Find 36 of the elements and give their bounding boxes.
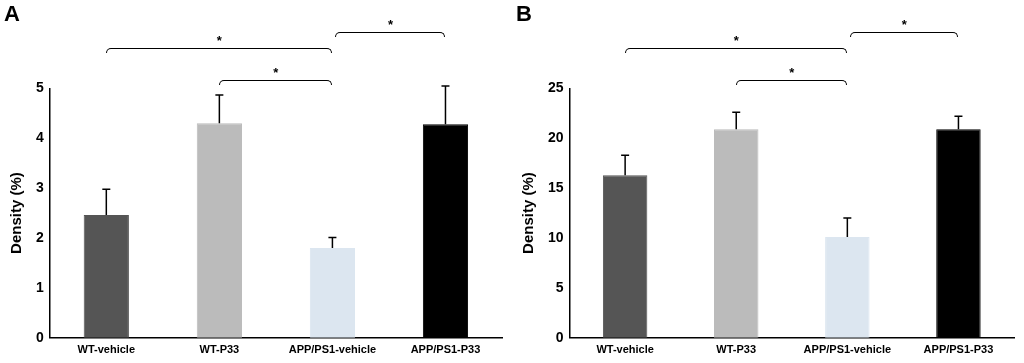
bar bbox=[602, 175, 648, 338]
bar bbox=[83, 215, 129, 338]
y-axis-title: Density (%) bbox=[7, 172, 25, 254]
y-tick-label: 15 bbox=[547, 179, 564, 196]
chart-title: B bbox=[516, 1, 532, 27]
text: * bbox=[387, 17, 393, 33]
y-tick-label: 10 bbox=[547, 228, 564, 245]
y-tick-label: 5 bbox=[555, 278, 564, 295]
x-tick-label: WT-vehicle bbox=[77, 343, 136, 356]
text: * bbox=[733, 33, 739, 49]
text: * bbox=[216, 33, 222, 49]
x-tick-label: WT-vehicle bbox=[596, 343, 654, 356]
y-axis-title: Density (%) bbox=[519, 172, 537, 254]
y-tick-label: 2 bbox=[35, 228, 44, 245]
x-tick-label: APP/PS1-vehicle bbox=[803, 343, 892, 356]
y-tick-label: 0 bbox=[555, 328, 564, 345]
text: * bbox=[789, 65, 795, 81]
text: * bbox=[273, 65, 279, 81]
x-tick-label: APP/PS1-vehicle bbox=[288, 343, 377, 356]
x-tick-label: WT-P33 bbox=[716, 343, 757, 356]
y-tick-label: 1 bbox=[35, 278, 44, 295]
x-tick-label: APP/PS1-P33 bbox=[923, 343, 994, 356]
bar bbox=[196, 123, 242, 338]
text: * bbox=[901, 17, 907, 33]
y-tick-label: 5 bbox=[35, 79, 44, 96]
bar bbox=[825, 237, 870, 338]
y-tick-label: 25 bbox=[547, 79, 564, 96]
x-tick-label: WT-P33 bbox=[199, 343, 240, 356]
y-tick-label: 0 bbox=[35, 328, 44, 345]
y-tick-label: 20 bbox=[547, 129, 564, 146]
bar bbox=[714, 129, 759, 338]
y-tick-label: 3 bbox=[35, 179, 44, 196]
x-tick-label: APP/PS1-P33 bbox=[410, 343, 481, 356]
bar bbox=[309, 248, 356, 338]
y-tick-label: 4 bbox=[35, 129, 44, 146]
chart-title: A bbox=[4, 1, 20, 27]
